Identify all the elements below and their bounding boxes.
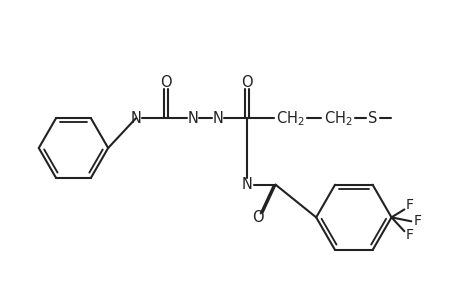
Text: O: O — [252, 210, 263, 225]
Text: S: S — [367, 111, 376, 126]
Text: N: N — [187, 111, 198, 126]
Text: N: N — [241, 177, 252, 192]
Text: CH$_2$: CH$_2$ — [323, 109, 352, 128]
Text: O: O — [159, 75, 171, 90]
Text: F: F — [412, 214, 420, 228]
Text: O: O — [241, 75, 252, 90]
Text: F: F — [404, 199, 413, 212]
Text: CH$_2$: CH$_2$ — [275, 109, 304, 128]
Text: N: N — [212, 111, 223, 126]
Text: N: N — [130, 111, 141, 126]
Text: F: F — [404, 228, 413, 242]
